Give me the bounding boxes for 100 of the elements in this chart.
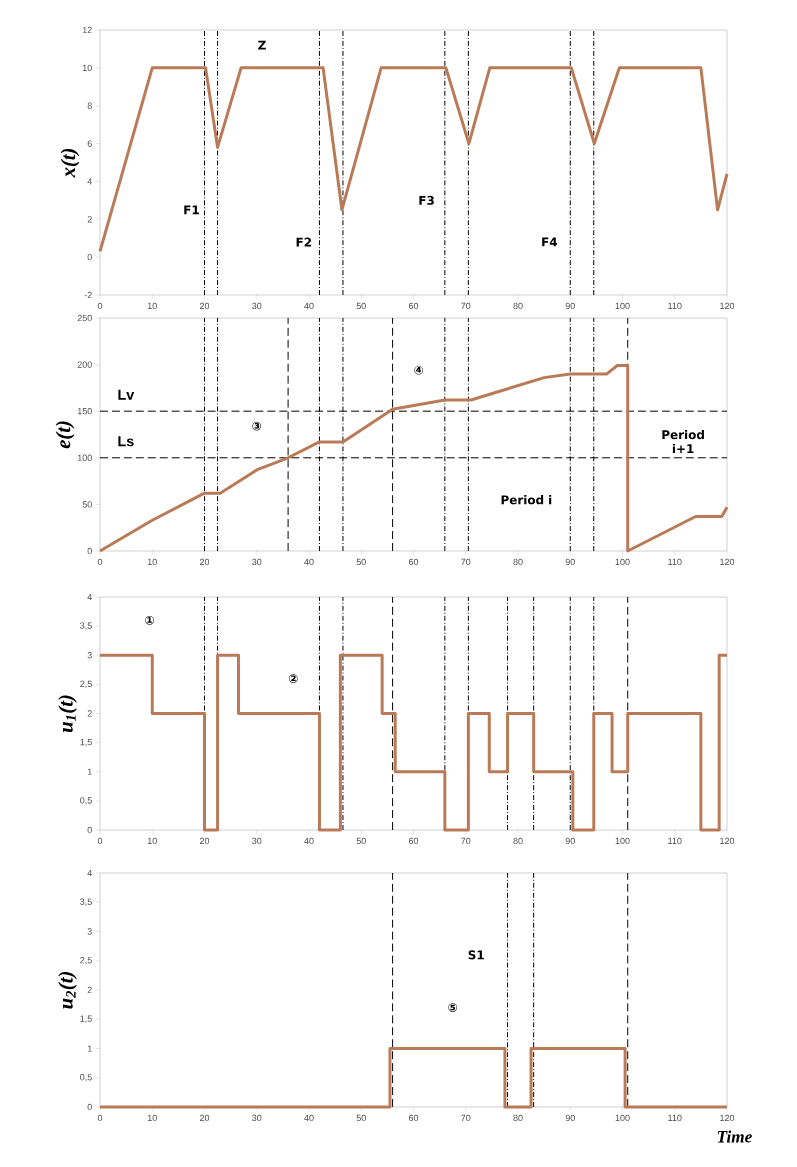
- x-tick-label: 50: [356, 837, 366, 845]
- y-tick-label: 1,5: [80, 1015, 92, 1023]
- annotation: Period i+1: [662, 429, 704, 453]
- x-tick-label: 40: [304, 302, 314, 310]
- x-tick-label: 10: [147, 558, 157, 566]
- x-tick-label: 10: [147, 837, 157, 845]
- x-tick-label: 60: [408, 837, 419, 845]
- x-tick-label: 60: [408, 302, 419, 310]
- x-tick-label: 60: [408, 1114, 419, 1122]
- y-tick-label: 10: [82, 64, 92, 72]
- y-tick-label: 3: [87, 928, 92, 935]
- x-tick-label: 0: [97, 558, 103, 566]
- x-tick-label: 50: [356, 1114, 366, 1122]
- y-tick-label: -2: [84, 291, 92, 299]
- x-tick-label: 100: [615, 558, 630, 566]
- y-tick-label: 4: [87, 593, 92, 601]
- x-tick-label: 50: [356, 302, 366, 310]
- x-tick-label: 20: [199, 558, 210, 566]
- x-tick-label: 120: [720, 302, 735, 310]
- y-tick-label: 200: [77, 361, 92, 368]
- y-axis-title: u$_{2}$(t): [58, 971, 77, 1009]
- x-tick-label: 30: [252, 302, 262, 310]
- x-tick-label: 20: [199, 837, 210, 845]
- y-tick-label: 1,5: [80, 738, 92, 747]
- x-tick-label: 30: [252, 558, 262, 566]
- x-tick-label: 100: [615, 302, 630, 310]
- x-tick-label: 30: [252, 837, 262, 845]
- x-tick-label: 70: [461, 558, 471, 566]
- x-tick-label: 10: [147, 302, 157, 310]
- x-tick-label: 110: [668, 1114, 682, 1122]
- y-tick-label: 3,5: [80, 622, 92, 630]
- y-tick-label: 0: [87, 253, 92, 261]
- x-tick-label: 70: [461, 1114, 471, 1122]
- x-tick-label: 110: [668, 302, 682, 310]
- annotation: Z: [258, 40, 266, 50]
- x-tick-label: 50: [356, 558, 366, 566]
- y-tick-label: 2: [87, 986, 92, 994]
- y-tick-label: 4: [87, 178, 92, 185]
- x-tick-label: 100: [615, 1114, 630, 1122]
- x-tick-label: 80: [513, 1114, 523, 1122]
- y-tick-label: 3,5: [80, 898, 92, 906]
- y-tick-label: 1: [87, 768, 92, 775]
- y-tick-label: 2: [87, 216, 92, 223]
- annotation: ③: [252, 421, 262, 431]
- annotation: ④: [414, 365, 424, 375]
- x-tick-label: 70: [461, 302, 471, 310]
- y-tick-label: 0,5: [80, 797, 92, 805]
- y-tick-label: 8: [87, 102, 92, 109]
- x-tick-label: 0: [97, 302, 103, 310]
- y-tick-label: 250: [77, 314, 92, 322]
- x-tick-label: 120: [720, 1114, 735, 1122]
- y-tick-label: 150: [77, 408, 92, 415]
- y-tick-label: 100: [77, 454, 92, 461]
- x-axis-title: Time: [717, 1130, 752, 1143]
- y-tick-label: 2,5: [80, 680, 92, 689]
- y-tick-label: 50: [82, 501, 92, 508]
- y-tick-label: 2: [87, 710, 92, 717]
- y-axis-title: x(t): [60, 148, 80, 178]
- y-tick-label: 0: [87, 826, 92, 834]
- annotation: ①: [145, 615, 154, 625]
- annotation: S1: [468, 950, 484, 960]
- y-axis-title: e(t): [55, 421, 75, 449]
- y-tick-label: 4: [87, 869, 92, 877]
- y-tick-label: 0: [87, 1103, 92, 1111]
- y-tick-label: 0,5: [80, 1074, 92, 1082]
- x-tick-label: 80: [513, 837, 523, 845]
- x-tick-label: 110: [668, 558, 682, 566]
- x-tick-label: 60: [408, 558, 419, 566]
- annotation: F3: [419, 195, 434, 205]
- y-tick-label: 2,5: [80, 957, 92, 965]
- x-tick-label: 0: [97, 1114, 103, 1122]
- x-tick-label: 80: [513, 302, 523, 310]
- x-tick-label: 120: [720, 837, 735, 845]
- x-tick-label: 20: [199, 302, 210, 310]
- x-tick-label: 40: [304, 837, 314, 845]
- x-tick-label: 120: [720, 558, 735, 566]
- x-tick-label: 90: [565, 837, 575, 845]
- annotation: F4: [542, 237, 558, 247]
- annotation: ②: [288, 674, 298, 683]
- x-tick-label: 30: [252, 1114, 262, 1122]
- y-axis-title: u$_{1}$(t): [58, 695, 77, 733]
- x-tick-label: 20: [199, 1114, 210, 1122]
- x-tick-label: 100: [615, 837, 630, 845]
- x-tick-label: 90: [565, 558, 575, 566]
- x-tick-label: 80: [513, 558, 523, 566]
- x-tick-label: 40: [304, 558, 314, 566]
- x-tick-label: 110: [668, 837, 682, 845]
- x-tick-label: 40: [304, 1114, 314, 1122]
- y-tick-label: 1: [87, 1045, 92, 1052]
- y-tick-label: 0: [87, 547, 92, 555]
- x-tick-label: 90: [565, 1114, 575, 1122]
- x-tick-label: 10: [147, 1114, 157, 1122]
- y-tick-label: 6: [87, 140, 92, 147]
- ref-line-label: Ls: [118, 436, 134, 447]
- x-tick-label: 90: [565, 302, 575, 310]
- x-tick-label: 70: [461, 837, 471, 845]
- annotation: Period i: [501, 495, 552, 505]
- y-tick-label: 3: [87, 652, 92, 659]
- x-tick-label: 0: [97, 837, 103, 845]
- ref-line-label: Lv: [118, 389, 135, 400]
